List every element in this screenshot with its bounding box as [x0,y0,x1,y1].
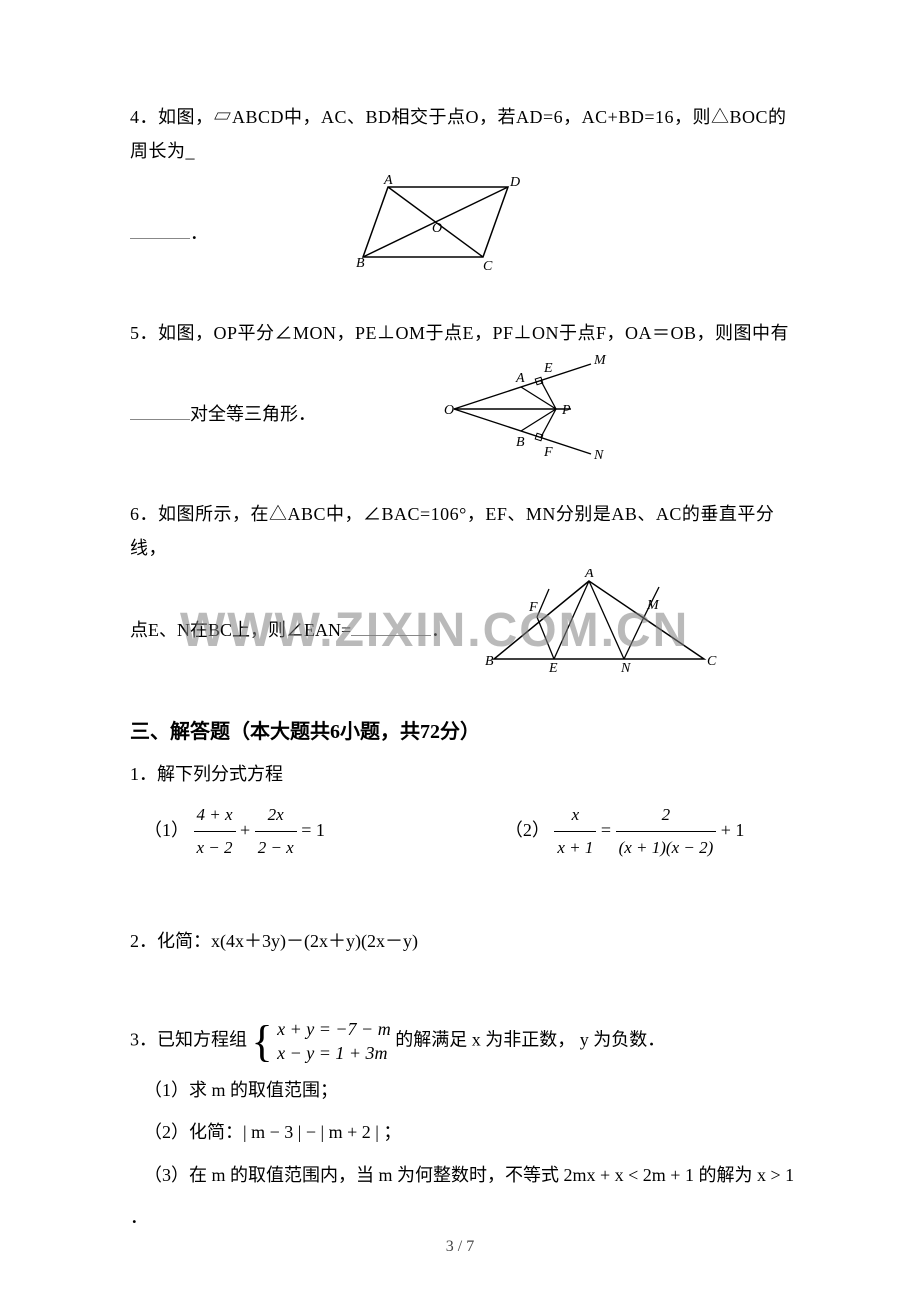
svg-text:B: B [516,435,525,450]
q4-figure: A D B C O [328,172,548,293]
q4-continuation: ． [130,216,208,250]
q4-period: ． [190,223,208,243]
eq1-plus: + [240,820,250,840]
svg-text:A: A [383,173,393,188]
eq2-frac2-den: (x + 1)(x − 2) [616,832,717,864]
eq1-frac2-num: 2x [255,799,297,832]
svg-text:C: C [483,259,493,274]
section-3-header: 三、解答题（本大题共6小题，共72分） [130,713,800,751]
p3: 3．已知方程组 { x + y = −7 − m x − y = 1 + 3m … [130,1018,800,1065]
q6-period: ． [431,620,449,640]
svg-text:O: O [444,403,454,418]
svg-text:N: N [593,448,604,463]
eq2-frac1-num: x [554,799,596,832]
q5-figure: O A B E F P M N [436,354,616,475]
brace-icon: { [252,1020,273,1064]
p3-after: 的解满足 x 为非正数， y 为负数． [395,1030,665,1050]
page-number: 3 / 7 [0,1232,920,1262]
eq2-frac2-num: 2 [616,799,717,832]
eq1-rhs: = 1 [301,820,325,840]
q4-text: 4．如图，▱ABCD中，AC、BD相交于点O，若AD=6，AC+BD=16，则△… [130,100,800,168]
svg-text:E: E [543,361,553,376]
question-5: 5．如图，OP平分∠MON，PE⊥OM于点E，PF⊥ON于点F，OA＝OB，则图… [130,316,800,475]
p1-equations: （1） 4 + x x − 2 + 2x 2 − x = 1 （2） x x +… [130,799,800,865]
p1-title: 1．解下列分式方程 [130,757,800,791]
eq2-frac1: x x + 1 [554,799,596,865]
question-6: 6．如图所示，在△ABC中，∠BAC=106°，EF、MN分别是AB、AC的垂直… [130,497,800,691]
sys-line-1: x + y = −7 − m [277,1018,391,1041]
svg-text:B: B [356,256,365,271]
q5-continuation: 对全等三角形． [130,397,316,431]
p3-lead: 3．已知方程组 [130,1030,247,1050]
p3-system: x + y = −7 − m x − y = 1 + 3m [277,1018,391,1065]
eq1-frac2-den: 2 − x [255,832,297,864]
eq2-tail: + 1 [721,820,745,840]
svg-text:E: E [548,661,558,676]
q6-continuation: 点E、N在BC上，则∠EAN= ． [130,613,449,647]
svg-text:N: N [620,661,631,676]
p3-sub2: （2）化简：| m − 3 | − | m + 2 | ； [144,1115,800,1149]
eq2-frac2: 2 (x + 1)(x − 2) [616,799,717,865]
eq2: （2） x x + 1 = 2 (x + 1)(x − 2) + 1 [505,799,745,865]
p3-sub3: （3）在 m 的取值范围内，当 m 为何整数时，不等式 2mx + x < 2m… [144,1158,800,1192]
sys-line-2: x − y = 1 + 3m [277,1042,391,1065]
p3-sub3-tail: ． [130,1200,800,1234]
svg-text:M: M [593,354,607,368]
svg-text:M: M [646,598,660,613]
svg-text:D: D [509,175,520,190]
eq1: （1） 4 + x x − 2 + 2x 2 − x = 1 [144,799,325,865]
eq1-frac2: 2x 2 − x [255,799,297,865]
eq1-frac1: 4 + x x − 2 [194,799,236,865]
eq1-label: （1） [144,820,189,840]
p3-sub1: （1）求 m 的取值范围； [144,1073,800,1107]
eq2-eq: = [601,820,616,840]
svg-text:F: F [528,600,538,615]
svg-text:P: P [561,403,571,418]
svg-text:B: B [485,654,494,669]
svg-text:A: A [515,371,525,386]
svg-text:F: F [543,445,553,460]
eq1-frac1-den: x − 2 [194,832,236,864]
svg-text:A: A [584,569,594,581]
svg-text:O: O [432,221,442,236]
p2-text: 2．化简：x(4x＋3y)－(2x＋y)(2x－y) [130,924,800,958]
eq2-label: （2） [505,820,550,840]
eq2-frac1-den: x + 1 [554,832,596,864]
q6-text-post: 点E、N在BC上，则∠EAN= [130,620,351,640]
q6-figure: A B C E N F M [479,569,719,690]
q5-text: 5．如图，OP平分∠MON，PE⊥OM于点E，PF⊥ON于点F，OA＝OB，则图… [130,316,800,350]
question-4: 4．如图，▱ABCD中，AC、BD相交于点O，若AD=6，AC+BD=16，则△… [130,100,800,294]
svg-text:C: C [707,654,717,669]
q5-after-text: 对全等三角形． [190,404,316,424]
eq1-frac1-num: 4 + x [194,799,236,832]
q6-text-pre: 6．如图所示，在△ABC中，∠BAC=106°，EF、MN分别是AB、AC的垂直… [130,497,800,565]
